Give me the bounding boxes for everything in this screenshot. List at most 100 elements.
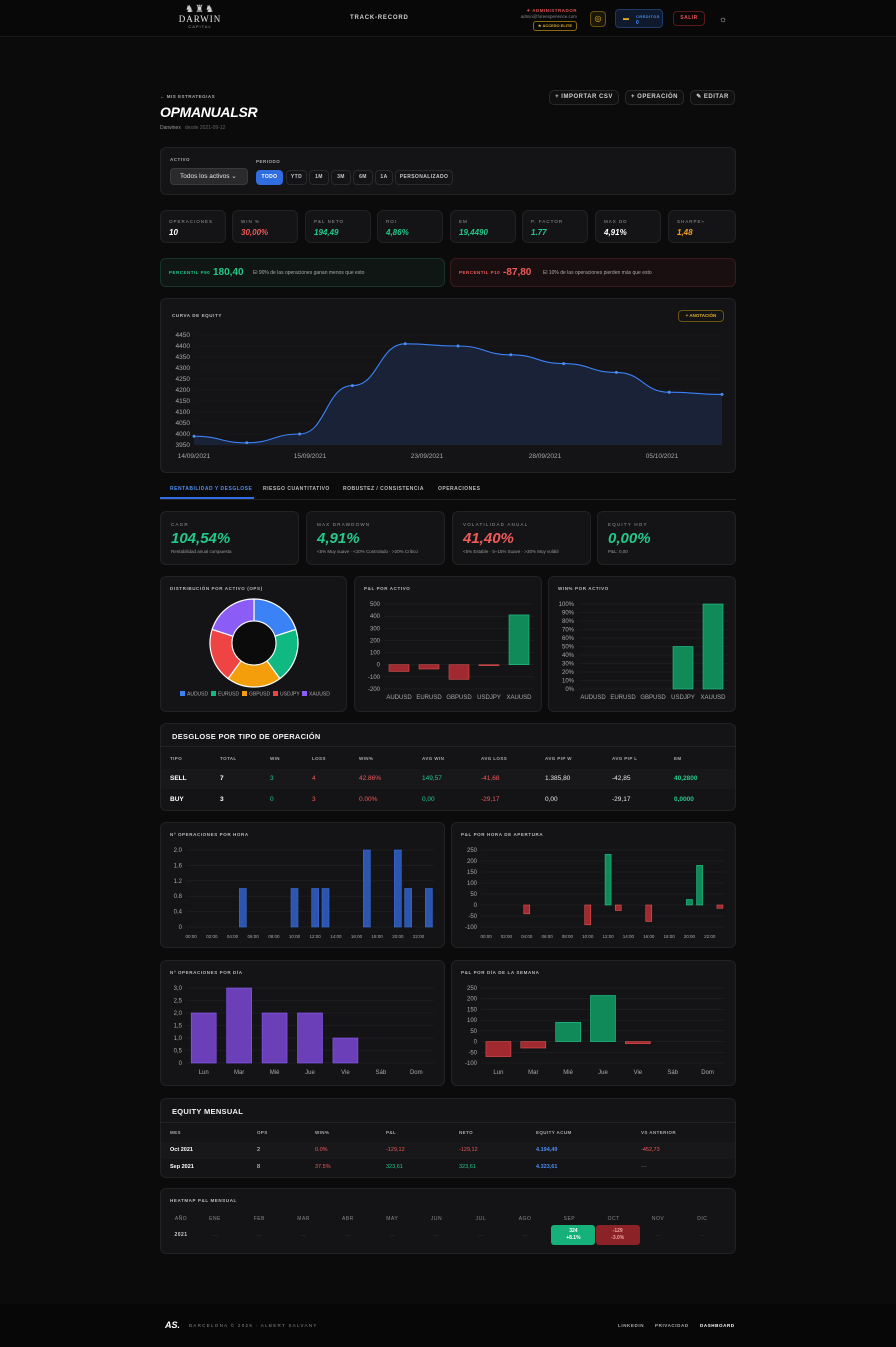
asset-select[interactable]: Todos los activos ⌄ [170, 168, 248, 185]
period-3m[interactable]: 3M [331, 170, 351, 185]
equity-ytick: 4200 [176, 387, 191, 394]
import-csv-button[interactable]: + IMPORTAR CSV [549, 90, 619, 105]
ops-day-label: Nº OPERACIONES POR DÍA [170, 970, 243, 975]
footer-linkedin[interactable]: LINKEDIN [618, 1323, 645, 1328]
coin-icon[interactable]: ◎ [590, 11, 606, 27]
table-cell: 2 [257, 1147, 261, 1153]
bar [311, 888, 319, 928]
add-operation-button[interactable]: + OPERACIÓN [625, 90, 684, 105]
y-tick: 150 [467, 1007, 478, 1013]
table-cell: 37.5% [315, 1164, 331, 1170]
bar [261, 1012, 288, 1064]
heatmap-year: 2021 [174, 1232, 188, 1238]
period-6m[interactable]: 6M [353, 170, 373, 185]
tab-rentabilidad[interactable]: RENTABILIDAD Y DESGLOSE [170, 486, 253, 492]
table-cell: 0,00 [422, 796, 435, 803]
nav-track-record[interactable]: TRACK-RECORD [350, 15, 409, 21]
y-tick: -100 [465, 1061, 478, 1067]
y-tick: 200 [467, 997, 478, 1003]
heatmap-cell-sep[interactable]: 324 +8.1% [551, 1225, 596, 1245]
y-tick: 0 [474, 903, 478, 909]
equity-ytick: 4450 [176, 332, 191, 339]
monthly-header: WIN% [315, 1130, 330, 1135]
brand-logo[interactable]: ♞♜♞ DARWIN CAPITAL [178, 4, 222, 34]
kpi-label: OPERACIONES [169, 219, 214, 224]
y-tick: 500 [370, 602, 381, 608]
bar [584, 904, 592, 926]
breakdown-header: WIN% [359, 756, 374, 761]
edit-button[interactable]: ✎ EDITAR [690, 90, 735, 105]
equity-ytick: 4300 [176, 365, 191, 372]
x-tick: Mié [563, 1070, 573, 1076]
tab-operaciones[interactable]: OPERACIONES [438, 486, 481, 492]
x-tick: Mar [528, 1070, 538, 1076]
table-cell: SELL [170, 775, 187, 782]
y-tick: 30% [562, 662, 575, 668]
equity-xtick: 23/09/2021 [411, 453, 444, 460]
table-cell: 0 [270, 796, 274, 803]
heatmap-label: HEATMAP P&L MENSUAL [170, 1198, 237, 1203]
table-cell: 40,2800 [674, 775, 698, 782]
bar [226, 987, 252, 1064]
kpi-value: 19,4490 [459, 228, 488, 237]
period-all[interactable]: TODO [256, 170, 283, 185]
tab-robustez[interactable]: ROBUSTEZ / CONSISTENCIA [343, 486, 424, 492]
table-cell: 4.323,61 [536, 1164, 558, 1170]
elite-badge[interactable]: ★ ACCESO ELITE [532, 21, 577, 31]
credits-button[interactable]: ▬ CRÉDITOS 0 [615, 9, 663, 28]
bar [696, 865, 703, 906]
x-tick: 12:00 [602, 934, 614, 939]
x-tick: Mar [234, 1070, 244, 1076]
brand-name: DARWIN [178, 14, 222, 24]
equity-chart: 4450 4400 4350 4300 4250 4200 4150 4100 4050 4000… [176, 332, 724, 460]
equity-point [245, 441, 249, 445]
risk-kpi-card: EQUITY HOY 0,00% P&L: 0,00 [597, 511, 736, 565]
add-annotation-button[interactable]: + ANOTACIÓN [678, 310, 724, 322]
equity-line [193, 343, 723, 444]
x-tick: 22:00 [704, 934, 716, 939]
kpi-value: 1,48 [677, 228, 693, 237]
heatmap-header: MAY [386, 1216, 399, 1222]
tab-riesgo[interactable]: RIESGO CUANTITATIVO [263, 486, 330, 492]
footer-logo[interactable]: AS. [165, 1320, 181, 1330]
kpi-value: 30,00% [241, 228, 269, 237]
y-tick: 1.2 [174, 879, 183, 885]
risk-kpi-sub: <5% Estable · 5–15% Suave · >30% Muy vol… [463, 549, 559, 554]
heatmap-cell-oct[interactable]: -129 -3.0% [595, 1225, 640, 1245]
breakdown-header: AVG PIP L [612, 756, 638, 761]
footer-dashboard[interactable]: DASHBOARD [700, 1323, 735, 1328]
period-1a[interactable]: 1A [375, 170, 393, 185]
heatmap-oct-pct: -3.0% [611, 1235, 625, 1241]
period-1m[interactable]: 1M [309, 170, 329, 185]
table-cell: Sep 2021 [170, 1164, 194, 1170]
monthly-header: MES [170, 1130, 181, 1135]
kpi-value: 1.77 [531, 228, 547, 237]
period-custom[interactable]: PERSONALIZADO [395, 170, 453, 185]
heatmap-empty-cell: — [478, 1233, 484, 1239]
bar [716, 904, 724, 909]
x-tick: Jue [598, 1070, 608, 1076]
kpi-label: EM [459, 219, 468, 224]
logout-button[interactable]: SALIR [673, 11, 705, 26]
x-tick: USDJPY [477, 695, 501, 701]
back-link[interactable]: ← MIS ESTRATEGIAS [160, 94, 216, 99]
bar [404, 888, 412, 928]
y-tick: 80% [562, 619, 575, 625]
footer-privacy[interactable]: PRIVACIDAD [655, 1323, 689, 1328]
equity-ytick: 4150 [176, 398, 191, 405]
risk-kpi-card: VOLATILIDAD ANUAL 41,40% <5% Estable · 5–1… [452, 511, 591, 565]
kpi-card: EM 19,4490 [450, 210, 516, 243]
heatmap-header: OCT [607, 1216, 620, 1222]
period-ytd[interactable]: YTD [286, 170, 307, 185]
theme-toggle-icon[interactable]: ☼ [718, 14, 728, 24]
y-tick: 2,0 [174, 1011, 183, 1017]
p10-value: -87,80 [503, 267, 532, 278]
pnl-day-label: P&L POR DÍA DE LA SEMANA [461, 970, 540, 975]
brand-sub: CAPITAL [188, 24, 212, 29]
heatmap-header: JUN [430, 1216, 443, 1222]
heatmap-header: JUL [475, 1216, 486, 1222]
y-tick: 100 [467, 881, 478, 887]
risk-kpi-value: 4,91% [317, 530, 360, 547]
x-tick: 20:00 [392, 934, 404, 939]
table-cell: BUY [170, 796, 184, 803]
